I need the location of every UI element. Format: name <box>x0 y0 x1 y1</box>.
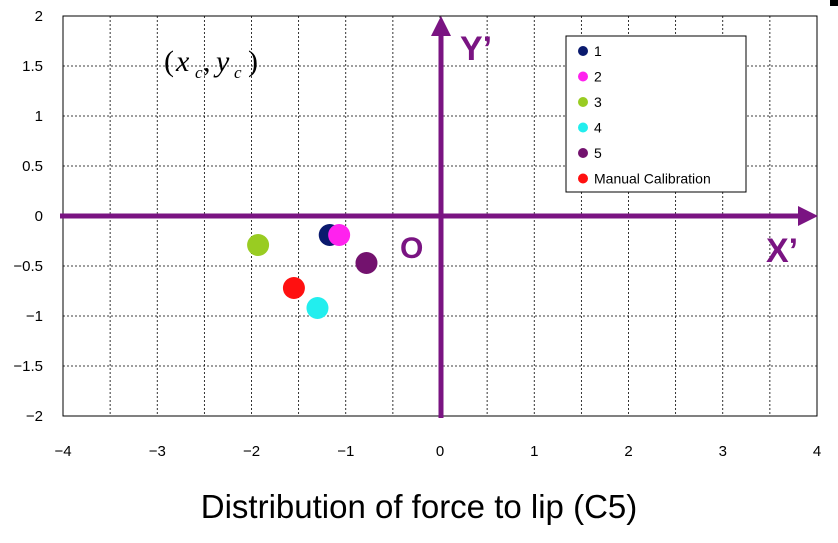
legend-marker <box>578 46 588 56</box>
x-tick-label: 4 <box>813 443 821 460</box>
legend-entry: 1 <box>594 43 602 59</box>
legend-entry: 2 <box>594 69 602 85</box>
x-tick-label: −2 <box>243 443 260 460</box>
legend-marker <box>578 122 588 133</box>
x-tick-label: −4 <box>54 443 71 460</box>
x-tick-label: 0 <box>436 443 444 460</box>
annotations: Y’X’O(x c, y c) <box>164 30 798 270</box>
origin-label: O <box>400 232 423 265</box>
y-tick-label: 2 <box>35 8 43 25</box>
x-tick-label: −3 <box>149 443 166 460</box>
formula-part: x <box>175 45 190 78</box>
legend-box <box>565 35 747 193</box>
y-tick-label: 0 <box>35 208 43 225</box>
data-point <box>306 297 329 319</box>
x-tick-label: −1 <box>337 443 354 460</box>
custom-axes <box>60 16 818 418</box>
y-tick-label: 0.5 <box>22 158 43 175</box>
data-point <box>355 252 378 274</box>
y-prime-label: Y’ <box>460 30 492 68</box>
x-tick-label: 1 <box>530 443 538 460</box>
data-point <box>282 277 305 299</box>
legend-entry: 3 <box>594 94 602 110</box>
corner-mark <box>830 0 838 6</box>
legend-entry: 5 <box>594 145 602 161</box>
formula-part: ) <box>248 45 258 78</box>
legend-entry: Manual Calibration <box>594 171 711 187</box>
legend-marker <box>578 71 588 82</box>
y-tick-label: −1.5 <box>13 358 43 375</box>
y-tick-label: 1 <box>35 108 43 125</box>
tick-labels: −4 −3 −2 −1 0 1 2 3 4 2 1.5 1 0.5 0 −0.5 −1 −1.5 −2 <box>13 8 821 460</box>
y-tick-label: −2 <box>26 408 43 425</box>
x-axis-title: Distribution of force to lip (C5) <box>200 488 638 525</box>
legend: 1 2 3 4 5 Manual Calibration <box>565 35 747 193</box>
formula-part: c <box>195 63 203 82</box>
y-tick-label: −1 <box>26 308 43 325</box>
coordinate-formula: (x c, y c) <box>164 45 258 82</box>
x-tick-label: 2 <box>624 443 632 460</box>
legend-marker <box>578 173 588 184</box>
x-tick-label: 3 <box>719 443 727 460</box>
y-tick-label: 1.5 <box>22 58 43 75</box>
y-tick-label: −0.5 <box>13 258 43 275</box>
x-prime-label: X’ <box>766 232 798 270</box>
formula-part: ( <box>164 45 174 78</box>
formula-part: y <box>213 45 230 78</box>
legend-marker <box>578 97 588 107</box>
formula-part: , <box>203 45 211 78</box>
formula-part: c <box>234 63 242 82</box>
data-points <box>247 224 378 319</box>
data-point <box>328 224 351 246</box>
legend-entry: 4 <box>594 120 602 136</box>
data-point <box>247 234 270 256</box>
legend-marker <box>578 148 588 158</box>
